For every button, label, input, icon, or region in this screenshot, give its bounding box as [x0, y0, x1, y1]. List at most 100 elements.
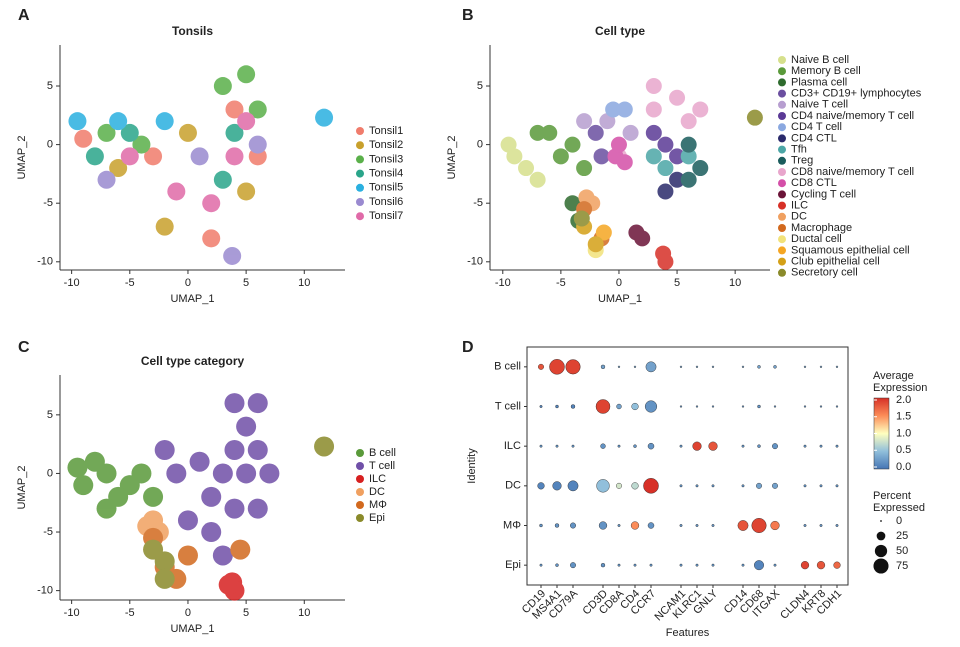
legend-swatch [778, 156, 786, 165]
point [680, 136, 697, 153]
y-tick-label: T cell [495, 400, 521, 412]
point [213, 77, 232, 96]
legend-label: Club epithelial cell [791, 256, 880, 268]
dot [644, 400, 658, 413]
dot [679, 524, 683, 527]
dot [539, 523, 543, 528]
dot [711, 405, 715, 408]
dot [803, 484, 807, 488]
y-tick-label: -5 [43, 197, 53, 209]
dot [631, 402, 639, 411]
dot [595, 399, 611, 414]
point [576, 113, 593, 130]
dot [616, 482, 622, 489]
dot [695, 405, 699, 408]
x-tick-label: 10 [729, 277, 741, 289]
y-tick-label: -10 [37, 256, 53, 268]
x-tick-label: -10 [64, 607, 80, 619]
dot [773, 405, 777, 408]
y-tick-label: DC [505, 480, 521, 492]
legend-swatch [778, 67, 786, 76]
y-tick-label: 5 [47, 80, 53, 92]
point [166, 463, 187, 484]
legend-swatch [778, 246, 786, 255]
y-tick-label: 0 [477, 139, 483, 151]
dot [800, 561, 810, 570]
legend-swatch [778, 112, 786, 120]
point [529, 171, 546, 188]
dot [633, 365, 637, 368]
dot [835, 405, 839, 408]
point [237, 65, 256, 84]
point [85, 147, 104, 166]
dot [679, 405, 683, 408]
size-legend-title: Percent [873, 490, 911, 502]
point [595, 224, 612, 241]
dot [596, 479, 610, 493]
point [143, 486, 164, 507]
color-legend-title: Average [873, 370, 914, 382]
point [84, 451, 105, 472]
point [518, 160, 535, 177]
dot [598, 521, 608, 530]
dot [630, 521, 640, 530]
dot [695, 484, 699, 488]
colorbar-label: 0.0 [896, 461, 911, 473]
dot [647, 522, 655, 529]
dot [819, 524, 823, 527]
point [247, 440, 268, 460]
legend-swatch [778, 212, 786, 221]
size-legend-label: 75 [896, 560, 908, 572]
point [248, 100, 267, 119]
legend-swatch [778, 179, 786, 188]
legend-label: ILC [369, 473, 386, 485]
dot [695, 365, 699, 368]
dot [537, 482, 545, 490]
dot [835, 365, 839, 368]
dot [803, 524, 807, 527]
x-tick-label: 10 [298, 607, 310, 619]
dot [631, 482, 639, 490]
dot [819, 444, 823, 448]
legend-swatch [356, 449, 364, 457]
legend-swatch [778, 201, 786, 210]
panel-title: Tonsils [172, 24, 213, 38]
point [201, 522, 222, 543]
point [593, 148, 610, 165]
dot [567, 480, 579, 492]
legend-label: Tonsil5 [369, 182, 403, 194]
legend-swatch [356, 183, 364, 192]
y-tick-label: 0 [47, 139, 53, 151]
x-tick-label: 5 [674, 277, 680, 289]
legend-label: Squamous epithelial cell [791, 244, 910, 256]
point [68, 112, 87, 131]
point [225, 100, 244, 119]
dot [757, 444, 761, 448]
dot [692, 441, 702, 451]
x-axis-label: UMAP_1 [170, 293, 214, 305]
legend-swatch [778, 257, 786, 266]
legend-swatch [356, 141, 364, 150]
size-legend-dot [874, 544, 888, 558]
x-tick-label: -5 [125, 277, 135, 289]
dot [679, 484, 683, 488]
dot [570, 562, 576, 569]
legend-swatch [778, 56, 786, 64]
legend-label: Epi [369, 512, 385, 524]
legend-label: B cell [369, 447, 396, 459]
point [120, 147, 139, 166]
point [155, 217, 174, 236]
legend-label: Tonsil4 [369, 168, 403, 180]
point [223, 246, 242, 265]
point [564, 136, 581, 153]
point [155, 112, 174, 131]
point [669, 89, 686, 106]
point [587, 124, 604, 141]
dot [571, 444, 575, 448]
legend-swatch [778, 168, 786, 176]
dot [819, 484, 823, 488]
point [680, 113, 697, 130]
y-tick-label: ILC [504, 440, 521, 452]
point [190, 147, 209, 166]
